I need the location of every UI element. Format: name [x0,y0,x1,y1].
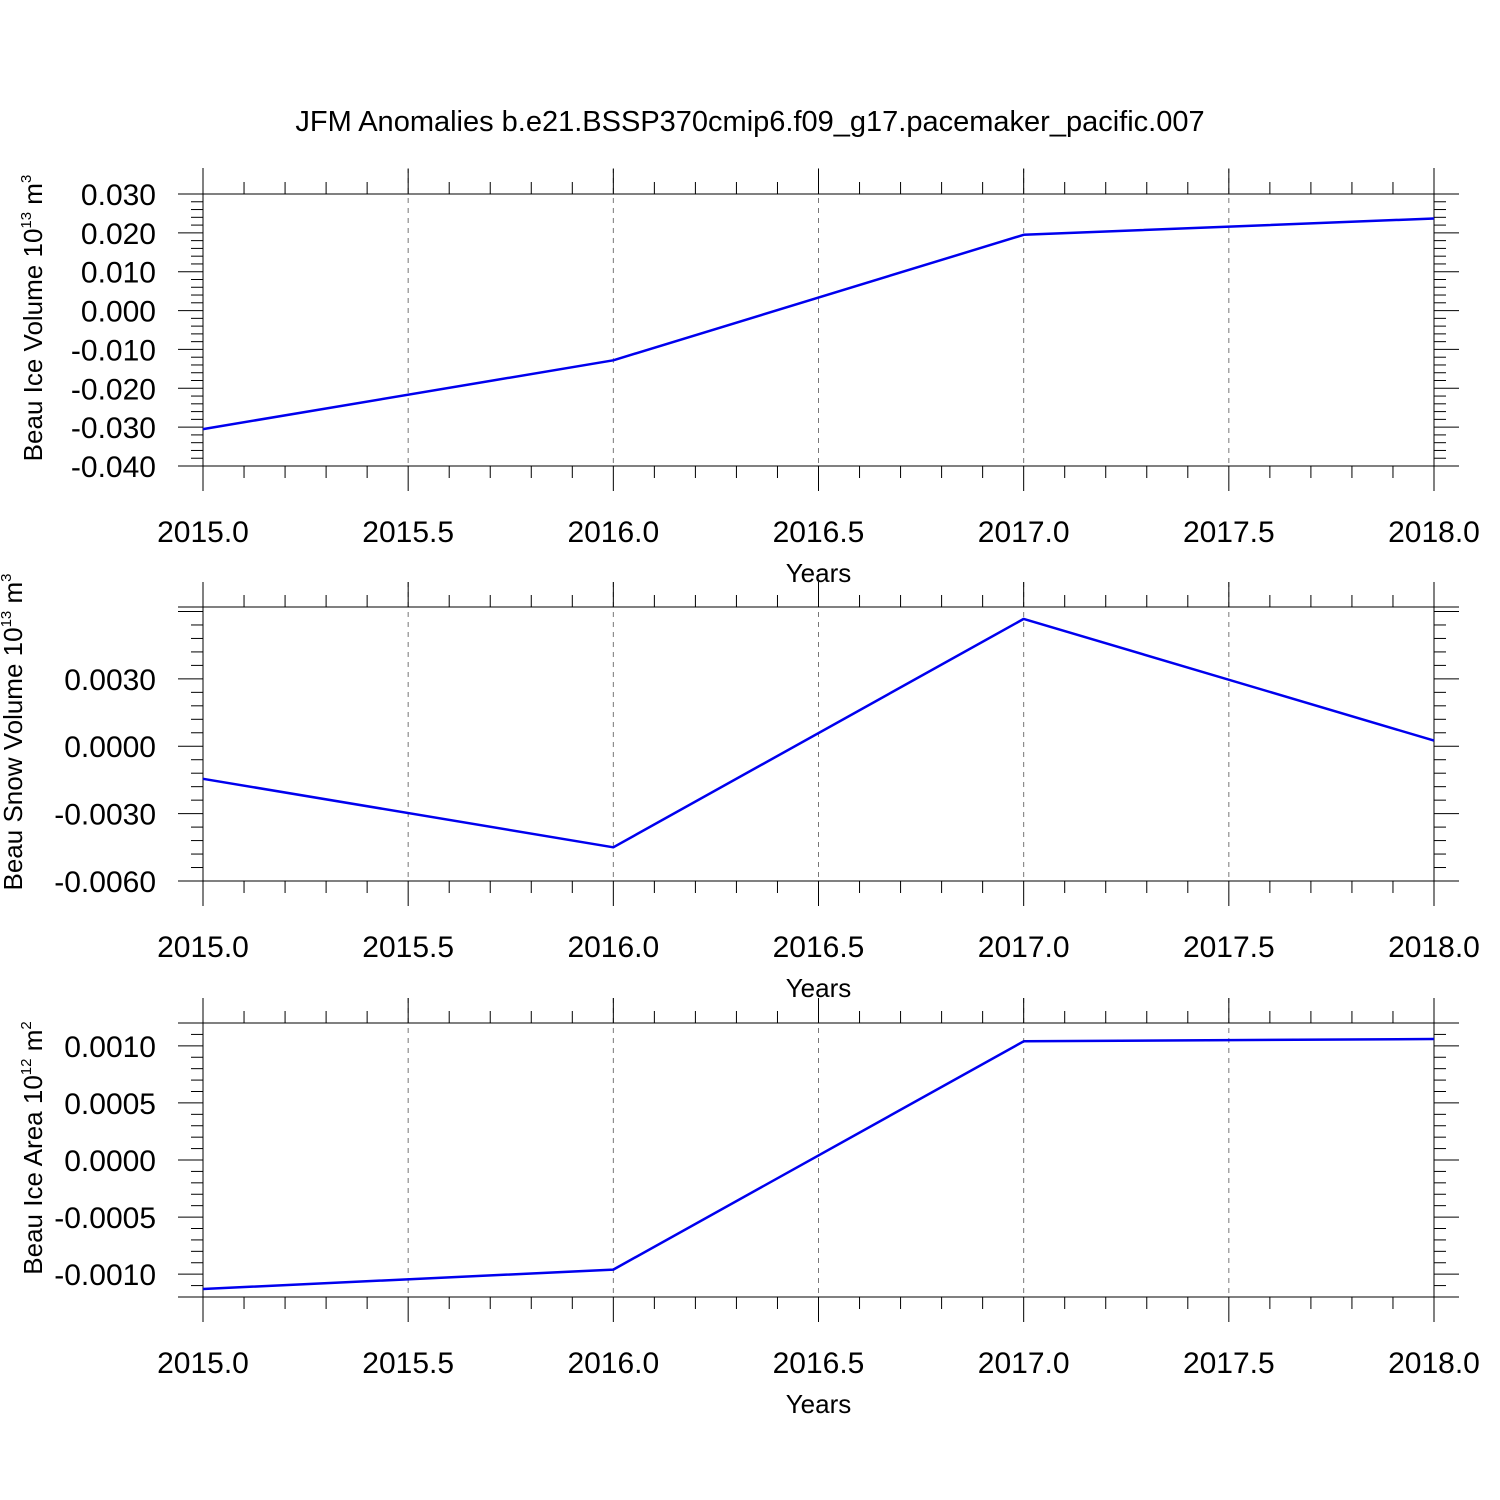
x-tick-label: 2015.0 [157,516,249,549]
y-tick-label: 0.0030 [64,664,156,697]
y-tick-label: -0.040 [71,451,156,484]
y-tick-label: -0.0010 [54,1259,156,1292]
x-tick-label: 2017.0 [978,931,1070,964]
y-tick-label: 0.030 [81,179,156,212]
x-tick-label: 2015.5 [362,516,454,549]
x-tick-label: 2015.5 [362,931,454,964]
x-tick-label: 2015.0 [157,1347,249,1380]
y-tick-label: -0.030 [71,412,156,445]
x-tick-label: 2018.0 [1388,931,1480,964]
panels: 2015.0 2015.5 2016.0 2016.5 2017.0 2017.5 2018… [0,168,1480,1419]
x-tick-label: 2016.5 [773,931,865,964]
x-tick-label: 2016.5 [773,1347,865,1380]
panel-2: 2015.0 2015.5 2016.0 2016.5 2017.0 2017.5 2018… [0,574,1480,1004]
y-tick-label: -0.0060 [54,866,156,899]
figure-title: JFM Anomalies b.e21.BSSP370cmip6.f09_g17… [295,106,1204,138]
x-tick-label: 2015.5 [362,1347,454,1380]
x-tick-label: 2017.0 [978,1347,1070,1380]
y-axis-title: Beau Ice Volume 1013 m3 [18,175,48,462]
y-tick-label: -0.020 [71,373,156,406]
y-axis-title: Beau Snow Volume 1013 m3 [0,574,28,891]
x-tick-label: 2016.0 [567,931,659,964]
x-tick-label: 2017.0 [978,516,1070,549]
x-tick-label: 2017.5 [1183,516,1275,549]
x-axis-title: Years [786,1389,852,1419]
series-line [202,1037,1435,1291]
y-tick-label: 0.020 [81,218,156,251]
y-tick-label: -0.0005 [54,1202,156,1235]
x-tick-label: 2018.0 [1388,1347,1480,1380]
y-tick-label: 0.0010 [64,1031,156,1064]
y-tick-label: -0.0030 [54,799,156,832]
x-tick-label: 2017.5 [1183,1347,1275,1380]
y-tick-label: 0.010 [81,257,156,290]
panel-1: 2015.0 2015.5 2016.0 2016.5 2017.0 2017.5 2018… [18,168,1480,588]
y-tick-label: 0.0000 [64,1145,156,1178]
x-tick-label: 2018.0 [1388,516,1480,549]
series-line [202,217,1435,431]
x-tick-label: 2016.0 [567,1347,659,1380]
y-tick-label: 0.0000 [64,731,156,764]
y-axis-title: Beau Ice Area 1012 m2 [18,1021,48,1274]
series-line [202,617,1435,849]
x-tick-label: 2016.5 [773,516,865,549]
x-tick-label: 2017.5 [1183,931,1275,964]
y-tick-label: 0.000 [81,296,156,329]
panel-3: 2015.0 2015.5 2016.0 2016.5 2017.0 2017.5 2018… [18,998,1480,1419]
y-tick-label: 0.0005 [64,1088,156,1121]
y-tick-label: -0.010 [71,334,156,367]
x-tick-label: 2015.0 [157,931,249,964]
x-tick-label: 2016.0 [567,516,659,549]
